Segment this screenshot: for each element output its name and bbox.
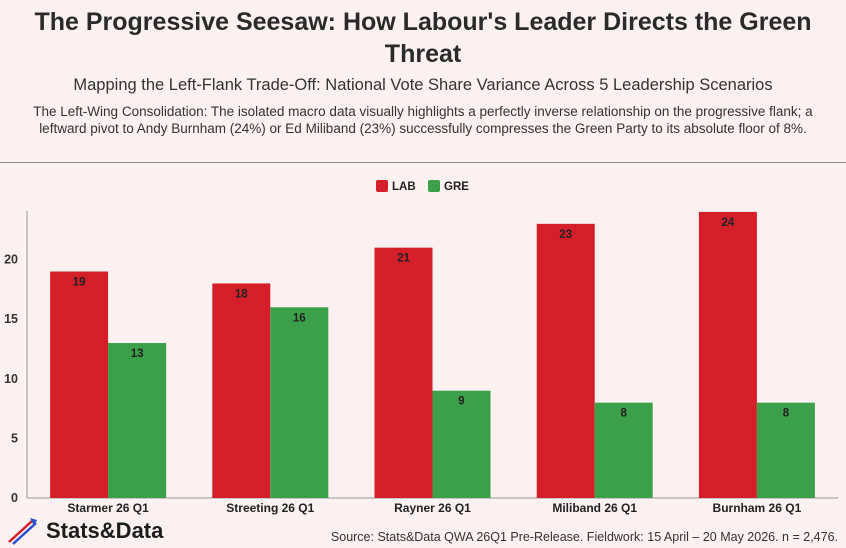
x-tick-label: Burnham 26 Q1 xyxy=(713,501,802,515)
x-tick-label: Rayner 26 Q1 xyxy=(394,501,471,515)
legend-swatch-gre xyxy=(428,180,440,192)
chart-description: The Left-Wing Consolidation: The isolate… xyxy=(33,104,813,136)
data-label-gre: 9 xyxy=(458,396,464,408)
y-tick-label: 0 xyxy=(11,491,18,505)
y-tick-label: 20 xyxy=(4,253,18,267)
brand-name: Stats&Data xyxy=(46,518,164,543)
bar-gre xyxy=(432,390,491,498)
bar-lab xyxy=(212,283,271,498)
bar-lab xyxy=(50,271,109,498)
header-divider xyxy=(0,162,846,163)
chart-title: The Progressive Seesaw: How Labour's Lea… xyxy=(34,8,812,68)
legend-label-gre: GRE xyxy=(444,181,469,193)
bar-gre xyxy=(270,307,329,498)
data-label-lab: 24 xyxy=(722,217,735,229)
bar-lab xyxy=(698,211,757,499)
x-tick-label: Streeting 26 Q1 xyxy=(226,501,314,515)
data-label-gre: 16 xyxy=(293,312,306,324)
data-label-gre: 8 xyxy=(620,408,627,420)
bar-lab xyxy=(374,247,433,498)
data-label-lab: 21 xyxy=(397,253,410,265)
bar-gre xyxy=(108,343,167,498)
data-label-lab: 19 xyxy=(73,277,86,289)
bar-gre xyxy=(594,402,653,498)
legend-swatch-lab xyxy=(376,180,388,192)
x-tick-label: Miliband 26 Q1 xyxy=(552,501,637,515)
data-label-gre: 8 xyxy=(783,408,790,420)
bar-lab xyxy=(536,223,595,498)
data-label-lab: 18 xyxy=(235,288,248,300)
bar-gre xyxy=(756,402,815,498)
trend-arrow-icon xyxy=(8,518,37,545)
source-note: Source: Stats&Data QWA 26Q1 Pre-Release.… xyxy=(330,530,838,544)
chart-subtitle: Mapping the Left-Flank Trade-Off: Nation… xyxy=(73,76,773,94)
y-tick-label: 10 xyxy=(4,372,18,386)
y-tick-label: 5 xyxy=(11,431,18,445)
data-label-lab: 23 xyxy=(559,229,572,241)
bar-chart: LAB GRE 0 5 10 15 20 19 13 Starmer 26 Q1 18 16 Stree… xyxy=(4,180,838,515)
legend-label-lab: LAB xyxy=(392,181,416,193)
brand-logo: Stats&Data xyxy=(6,516,163,546)
x-tick-label: Starmer 26 Q1 xyxy=(67,501,149,515)
y-tick-label: 15 xyxy=(4,312,18,326)
data-label-gre: 13 xyxy=(131,348,144,360)
